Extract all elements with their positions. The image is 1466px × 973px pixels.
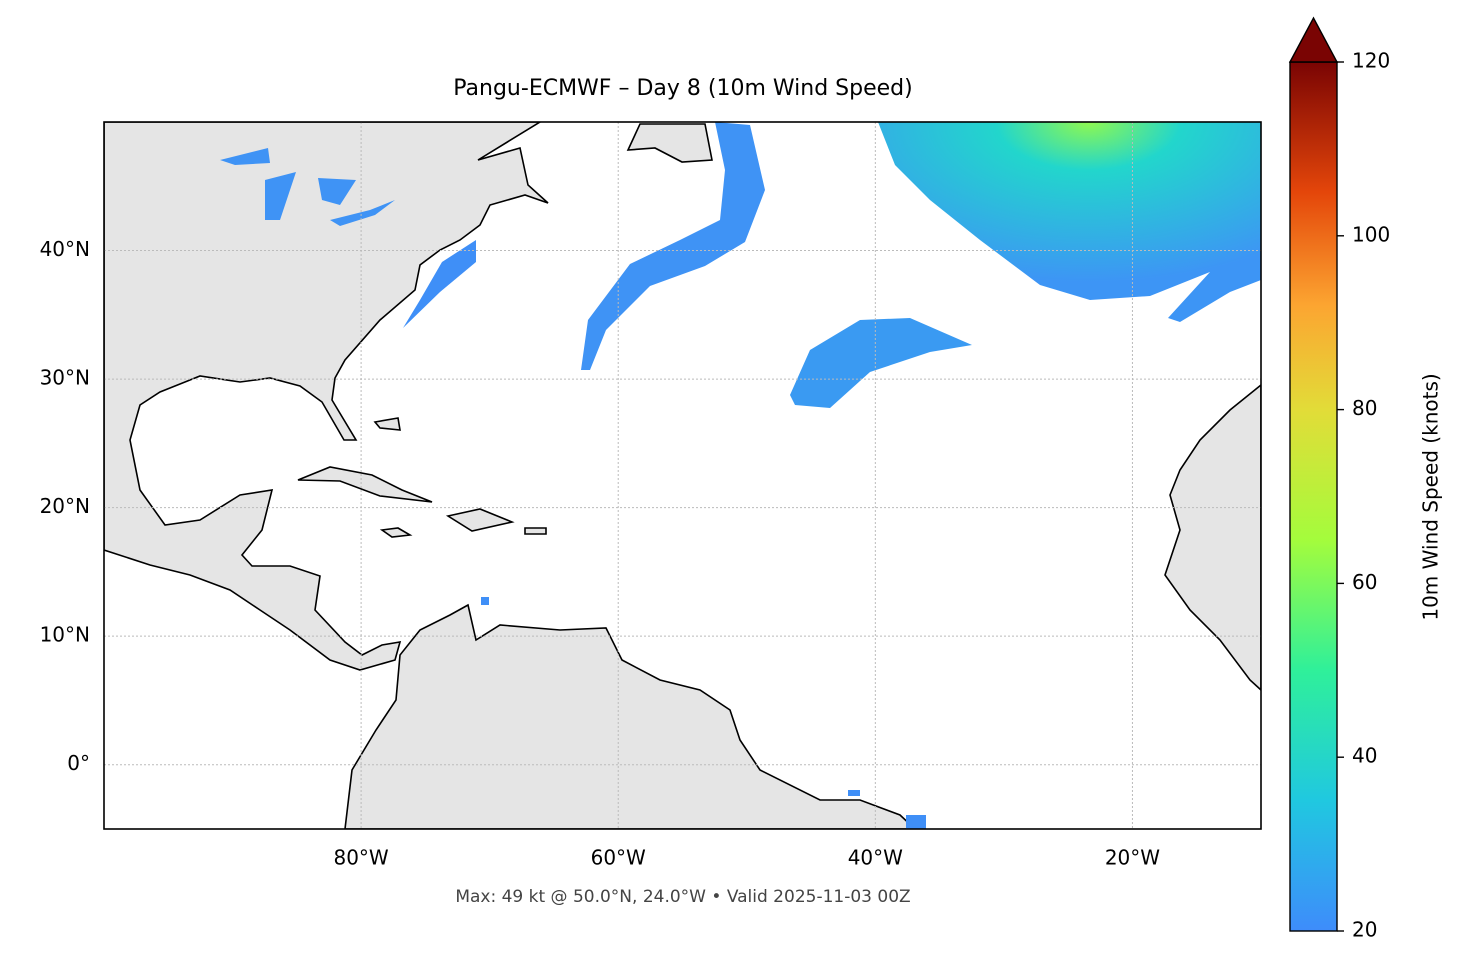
jamaica xyxy=(379,527,413,538)
newfoundland xyxy=(626,123,713,163)
colorbar-tick-label: 120 xyxy=(1352,49,1390,73)
footer-note: Max: 49 kt @ 50.0°N, 24.0°W • Valid 2025… xyxy=(455,887,910,907)
colorbar-extend xyxy=(1288,16,1339,63)
map xyxy=(104,122,1261,829)
bahamas xyxy=(373,417,401,431)
colorbar-tick-label: 60 xyxy=(1352,570,1377,594)
y-tick-label: 10°N xyxy=(40,623,90,647)
colorbar-label: 10m Wind Speed (knots) xyxy=(1419,373,1443,620)
x-tick-label: 40°W xyxy=(848,846,903,870)
chart-title: Pangu-ECMWF – Day 8 (10m Wind Speed) xyxy=(453,76,912,101)
colorbar-tick-label: 100 xyxy=(1352,222,1390,246)
south-america xyxy=(344,603,917,829)
colorbar-tick-label: 20 xyxy=(1352,918,1377,942)
x-tick-label: 80°W xyxy=(333,846,388,870)
y-tick-label: 30°N xyxy=(40,366,90,390)
x-tick-label: 60°W xyxy=(591,846,646,870)
colorbar xyxy=(1289,61,1338,932)
colorbar-tick-label: 40 xyxy=(1352,744,1377,768)
wind-area xyxy=(403,240,476,328)
x-tick-label: 20°W xyxy=(1105,846,1160,870)
africa xyxy=(1164,383,1261,692)
north-america xyxy=(104,122,549,671)
y-tick-label: 0° xyxy=(67,751,90,775)
map-frame xyxy=(103,121,1262,830)
colorbar-tick-label: 80 xyxy=(1352,396,1377,420)
hispaniola xyxy=(445,508,515,532)
y-tick-label: 40°N xyxy=(40,237,90,261)
wind-area xyxy=(220,148,395,226)
wind-area xyxy=(790,318,972,408)
cuba xyxy=(297,466,433,503)
y-tick-label: 20°N xyxy=(40,494,90,518)
wind-area xyxy=(581,122,765,370)
puerto-rico xyxy=(524,527,547,535)
wind-area xyxy=(878,122,1261,322)
